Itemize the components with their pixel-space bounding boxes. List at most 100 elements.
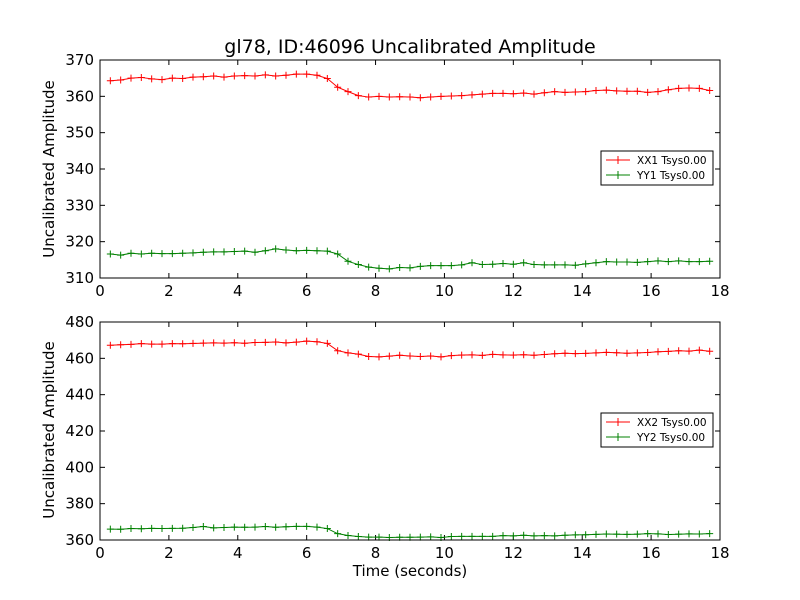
data-point-marker <box>127 340 135 348</box>
data-point-marker <box>437 353 445 361</box>
x-tick-label: 16 <box>642 282 661 300</box>
data-point-marker <box>241 339 249 347</box>
data-point-marker <box>602 258 610 266</box>
data-point-marker <box>458 532 466 540</box>
x-tick-label: 0 <box>95 282 105 300</box>
data-point-marker <box>478 351 486 359</box>
data-point-marker <box>344 531 352 539</box>
data-point-marker <box>385 93 393 101</box>
data-point-marker <box>499 259 507 267</box>
data-point-marker <box>499 351 507 359</box>
data-point-marker <box>230 247 238 255</box>
data-point-marker <box>695 530 703 538</box>
data-point-marker <box>427 93 435 101</box>
x-tick-label: 12 <box>504 282 523 300</box>
data-point-marker <box>313 247 321 255</box>
data-point-marker <box>127 249 135 257</box>
data-point-marker <box>292 247 300 255</box>
data-point-marker <box>127 74 135 82</box>
y-tick-label: 440 <box>65 386 94 404</box>
data-point-marker <box>654 530 662 538</box>
x-tick-label: 8 <box>371 282 381 300</box>
data-point-marker <box>664 258 672 266</box>
data-point-marker <box>106 525 114 533</box>
data-point-marker <box>210 72 218 80</box>
data-point-marker <box>592 530 600 538</box>
y-tick-label: 360 <box>65 87 94 105</box>
legend-box <box>600 150 714 186</box>
bottom-chart: Uncalibrated Amplitude Time (seconds) 0 2… <box>40 313 730 580</box>
legend-entry-yy2: YY2 Tsys0.00 <box>606 432 705 444</box>
plot-frame <box>99 321 721 541</box>
data-point-marker <box>499 89 507 97</box>
data-point-marker <box>540 89 548 97</box>
data-point-marker <box>561 88 569 96</box>
data-point-marker <box>261 523 269 531</box>
y-tick-label: 350 <box>65 124 94 142</box>
data-point-marker <box>251 72 259 80</box>
data-point-marker <box>396 93 404 101</box>
data-point-marker <box>478 261 486 269</box>
data-point-marker <box>344 88 352 96</box>
data-point-marker <box>623 349 631 357</box>
data-point-marker <box>613 349 621 357</box>
data-point-marker <box>416 94 424 102</box>
data-point-marker <box>602 86 610 94</box>
data-point-marker <box>613 530 621 538</box>
x-tick-label: 16 <box>642 544 661 562</box>
data-point-marker <box>303 337 311 345</box>
data-point-marker <box>427 352 435 360</box>
data-point-marker <box>489 89 497 97</box>
data-point-marker <box>623 530 631 538</box>
data-point-marker <box>582 260 590 268</box>
x-tick-label: 4 <box>233 544 243 562</box>
data-point-marker <box>551 261 559 269</box>
data-point-marker <box>189 73 197 81</box>
data-point-marker <box>396 263 404 271</box>
data-point-marker <box>592 259 600 267</box>
legend-marker-xx1 <box>614 156 622 164</box>
data-point-marker <box>354 92 362 100</box>
x-tick-label: 12 <box>504 544 523 562</box>
data-point-marker <box>654 88 662 96</box>
data-point-marker <box>344 349 352 357</box>
x-axis-label: Time (seconds) <box>352 562 468 580</box>
data-point-marker <box>571 350 579 358</box>
data-point-marker <box>158 250 166 258</box>
data-point-marker <box>106 77 114 85</box>
data-point-marker <box>416 262 424 270</box>
data-point-marker <box>199 248 207 256</box>
data-point-marker <box>644 349 652 357</box>
data-point-marker <box>520 259 528 267</box>
data-point-marker <box>520 531 528 539</box>
data-point-marker <box>158 76 166 84</box>
chart-title: gl78, ID:46096 Uncalibrated Amplitude <box>224 36 595 58</box>
data-point-marker <box>489 532 497 540</box>
data-point-marker <box>323 525 331 533</box>
data-point-marker <box>137 73 145 81</box>
data-point-marker <box>168 250 176 258</box>
data-point-marker <box>365 263 373 271</box>
y-tick-label: 330 <box>65 196 94 214</box>
y-axis-label: Uncalibrated Amplitude <box>40 80 58 257</box>
data-point-marker <box>571 88 579 96</box>
y-tick-label: 480 <box>65 313 94 331</box>
y-tick-label: 310 <box>65 269 94 287</box>
data-point-marker <box>220 73 228 81</box>
data-point-marker <box>334 83 342 91</box>
data-point-marker <box>385 265 393 273</box>
data-point-marker <box>375 264 383 272</box>
data-point-marker <box>509 260 517 268</box>
data-point-marker <box>447 533 455 541</box>
legend-label-xx2: XX2 Tsys0.00 <box>637 417 707 429</box>
data-point-marker <box>323 75 331 83</box>
data-point-marker <box>137 340 145 348</box>
data-point-marker <box>282 523 290 531</box>
data-point-marker <box>220 339 228 347</box>
data-point-marker <box>633 258 641 266</box>
data-point-marker <box>458 351 466 359</box>
data-point-marker <box>530 261 538 269</box>
data-point-marker <box>272 338 280 346</box>
